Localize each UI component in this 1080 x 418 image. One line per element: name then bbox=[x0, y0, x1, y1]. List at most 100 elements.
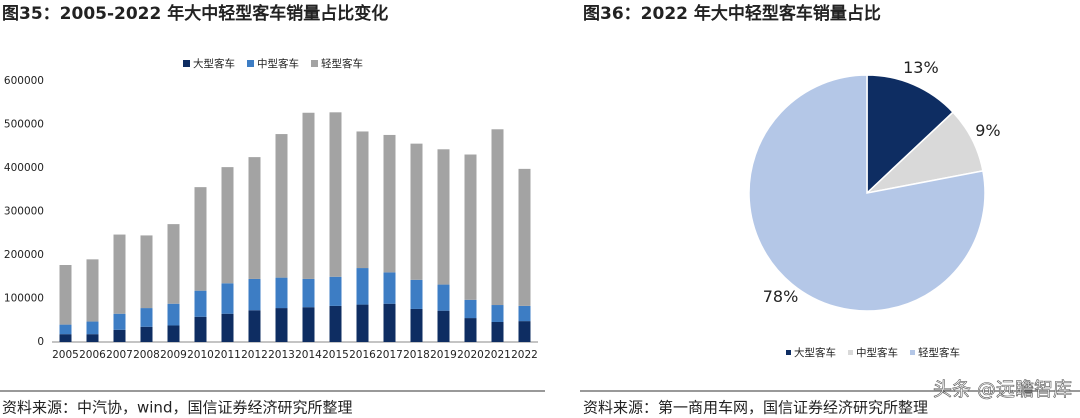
bar-segment bbox=[275, 308, 288, 342]
bar-segment bbox=[383, 134, 396, 273]
bar-segment bbox=[86, 259, 99, 322]
bar-segment bbox=[113, 234, 126, 314]
bar-segment bbox=[302, 112, 315, 279]
x-tick-label: 2017 bbox=[376, 349, 403, 361]
bar-segment bbox=[410, 279, 423, 309]
pie-slice bbox=[748, 74, 986, 312]
y-tick-label: 400000 bbox=[4, 162, 44, 174]
bar-segment bbox=[221, 313, 234, 342]
data-label: 9% bbox=[975, 121, 1000, 140]
bar-segment bbox=[194, 316, 207, 342]
bar-segment bbox=[221, 167, 234, 284]
legend-label: 大型客车 bbox=[794, 346, 836, 359]
bar-segment bbox=[59, 324, 72, 335]
bar-segment bbox=[383, 303, 396, 342]
y-tick-label: 100000 bbox=[4, 293, 44, 305]
bar-segment bbox=[302, 278, 315, 308]
bar-segment bbox=[167, 325, 180, 342]
data-label: 78% bbox=[763, 287, 799, 306]
bar-segment bbox=[140, 326, 153, 342]
bar-segment bbox=[410, 143, 423, 280]
x-tick-label: 2019 bbox=[430, 349, 457, 361]
bar-segment bbox=[275, 134, 288, 278]
bar-segment bbox=[248, 310, 261, 342]
bar-segment bbox=[86, 334, 99, 342]
x-tick-label: 2006 bbox=[79, 349, 106, 361]
pie-slice bbox=[866, 74, 955, 195]
bar-segment bbox=[518, 321, 531, 342]
legend-swatch bbox=[910, 350, 915, 355]
bar-segment bbox=[221, 283, 234, 314]
legend-swatch bbox=[786, 350, 791, 355]
x-tick-label: 2012 bbox=[241, 349, 268, 361]
legend-swatch bbox=[848, 350, 853, 355]
x-tick-label: 2021 bbox=[484, 349, 511, 361]
bar-segment bbox=[113, 313, 126, 330]
bar-segment bbox=[167, 224, 180, 304]
bar-segment bbox=[491, 321, 504, 342]
x-tick-label: 2011 bbox=[214, 349, 241, 361]
bar-segment bbox=[140, 235, 153, 309]
y-tick-label: 600000 bbox=[4, 75, 44, 87]
x-tick-label: 2010 bbox=[187, 349, 214, 361]
legend-label: 中型客车 bbox=[856, 346, 898, 359]
source-note: 资料来源：中汽协，wind，国信证券经济研究所整理 bbox=[2, 399, 352, 417]
x-tick-label: 2009 bbox=[160, 349, 187, 361]
bar-segment bbox=[329, 276, 342, 306]
bar-segment bbox=[437, 284, 450, 311]
x-tick-label: 2007 bbox=[106, 349, 133, 361]
watermark: 头条 @远瞻智库 bbox=[933, 379, 1072, 401]
x-tick-label: 2022 bbox=[511, 349, 538, 361]
x-tick-label: 2016 bbox=[349, 349, 376, 361]
bar-segment bbox=[113, 329, 126, 342]
bar-segment bbox=[59, 265, 72, 325]
legend-swatch bbox=[183, 60, 190, 67]
bar-segment bbox=[329, 305, 342, 342]
chart-title: 图35：2005-2022 年大中轻型客车销量占比变化 bbox=[2, 3, 388, 24]
legend-swatch bbox=[311, 60, 318, 67]
legend-label: 大型客车 bbox=[193, 57, 235, 70]
bar-segment bbox=[275, 277, 288, 309]
bar-segment bbox=[518, 168, 531, 306]
bar-segment bbox=[356, 131, 369, 269]
bar-segment bbox=[410, 308, 423, 342]
bar-segment bbox=[518, 305, 531, 322]
x-tick-label: 2015 bbox=[322, 349, 349, 361]
bar-segment bbox=[437, 149, 450, 285]
bar-segment bbox=[437, 310, 450, 342]
x-tick-label: 2014 bbox=[295, 349, 322, 361]
x-tick-label: 2005 bbox=[52, 349, 79, 361]
legend-label: 轻型客车 bbox=[918, 346, 960, 359]
x-tick-label: 2020 bbox=[457, 349, 484, 361]
bar-segment bbox=[167, 303, 180, 326]
bar-segment bbox=[194, 290, 207, 317]
bar-segment bbox=[491, 305, 504, 322]
bar-segment bbox=[86, 321, 99, 335]
bar-segment bbox=[464, 318, 477, 342]
source-note: 资料来源：第一商用车网，国信证券经济研究所整理 bbox=[583, 399, 928, 417]
x-tick-label: 2008 bbox=[133, 349, 160, 361]
bar-segment bbox=[59, 334, 72, 342]
bar-segment bbox=[356, 304, 369, 342]
bar-segment bbox=[248, 278, 261, 311]
bar-segment bbox=[302, 307, 315, 342]
bar-segment bbox=[140, 308, 153, 327]
data-label: 13% bbox=[903, 58, 939, 77]
x-tick-label: 2018 bbox=[403, 349, 430, 361]
bar-segment bbox=[248, 157, 261, 279]
bar-segment bbox=[356, 268, 369, 305]
legend-label: 轻型客车 bbox=[321, 57, 363, 70]
bar-segment bbox=[464, 299, 477, 319]
bar-segment bbox=[329, 112, 342, 277]
legend-swatch bbox=[247, 60, 254, 67]
bar-segment bbox=[464, 154, 477, 300]
x-tick-label: 2013 bbox=[268, 349, 295, 361]
bar-segment bbox=[491, 129, 504, 306]
y-tick-label: 500000 bbox=[4, 119, 44, 131]
legend-label: 中型客车 bbox=[257, 57, 299, 70]
y-tick-label: 300000 bbox=[4, 206, 44, 218]
bar-segment bbox=[194, 187, 207, 291]
chart-title: 图36：2022 年大中轻型客车销量占比 bbox=[583, 3, 881, 24]
y-tick-label: 200000 bbox=[4, 249, 44, 261]
